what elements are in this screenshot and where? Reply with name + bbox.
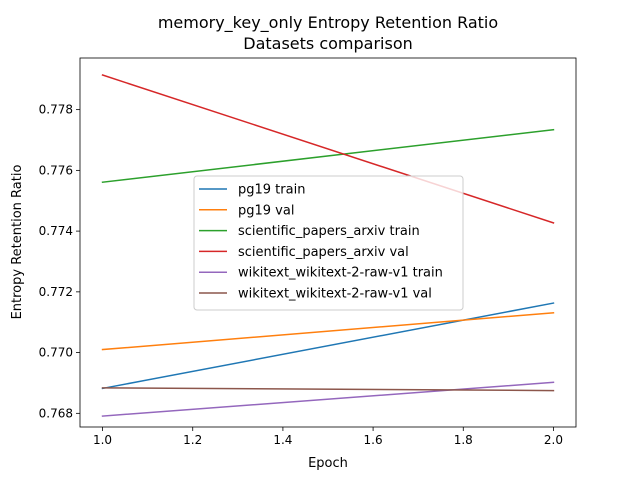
- series-line-0: [101, 302, 555, 390]
- series-line-2: [101, 128, 555, 184]
- series-line-1: [101, 312, 555, 351]
- y-tick-label: 0.774: [39, 224, 73, 238]
- series-lines: [101, 74, 555, 417]
- legend-box: [193, 175, 464, 311]
- y-axis-label: Entropy Retention Ratio: [10, 165, 25, 320]
- chart-subtitle: Datasets comparison: [243, 34, 413, 53]
- x-axis-label: Epoch: [308, 456, 348, 471]
- y-tick-label: 0.770: [39, 346, 73, 360]
- legend-items: pg19 train pg19 val scientific_papers_arxi…: [199, 183, 443, 302]
- legend-label-1: pg19 val: [238, 203, 294, 218]
- chart-title: memory_key_only Entropy Retention Ratio: [158, 13, 498, 33]
- plot-frame: [79, 57, 577, 428]
- legend-label-4: wikitext_wikitext-2-raw-v1 train: [238, 266, 443, 281]
- y-tick-label: 0.768: [39, 406, 73, 420]
- y-tick-label: 0.772: [39, 285, 73, 299]
- x-axis-ticks: 1.0 1.2 1.4 1.6 1.8 2.0: [93, 427, 563, 447]
- legend-label-0: pg19 train: [238, 183, 305, 198]
- x-tick-label: 1.6: [364, 433, 383, 447]
- series-line-4: [101, 381, 555, 417]
- y-tick-label: 0.776: [39, 163, 73, 177]
- legend-label-3: scientific_papers_arxiv val: [238, 245, 409, 260]
- legend-label-5: wikitext_wikitext-2-raw-v1 val: [238, 287, 432, 302]
- series-line-5: [101, 387, 555, 392]
- series-line-3: [101, 74, 555, 224]
- x-tick-label: 2.0: [544, 433, 563, 447]
- legend-label-2: scientific_papers_arxiv train: [238, 224, 420, 239]
- x-tick-label: 1.2: [183, 433, 202, 447]
- legend: pg19 train pg19 val scientific_papers_arxi…: [193, 175, 464, 311]
- y-axis-ticks: 0.768 0.770 0.772 0.774 0.776 0.778: [39, 103, 80, 420]
- x-tick-label: 1.4: [273, 433, 292, 447]
- x-tick-label: 1.0: [93, 433, 112, 447]
- x-tick-label: 1.8: [454, 433, 473, 447]
- y-tick-label: 0.778: [39, 103, 73, 117]
